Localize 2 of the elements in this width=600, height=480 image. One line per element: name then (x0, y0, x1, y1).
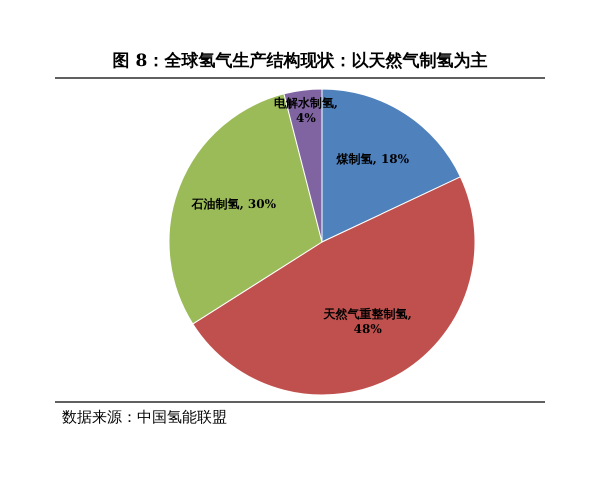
title: 图 8：全球氢气生产结构现状：以天然气制氢为主 (112, 51, 488, 71)
annotation: 数据来源：中国氢能联盟 (62, 408, 227, 426)
